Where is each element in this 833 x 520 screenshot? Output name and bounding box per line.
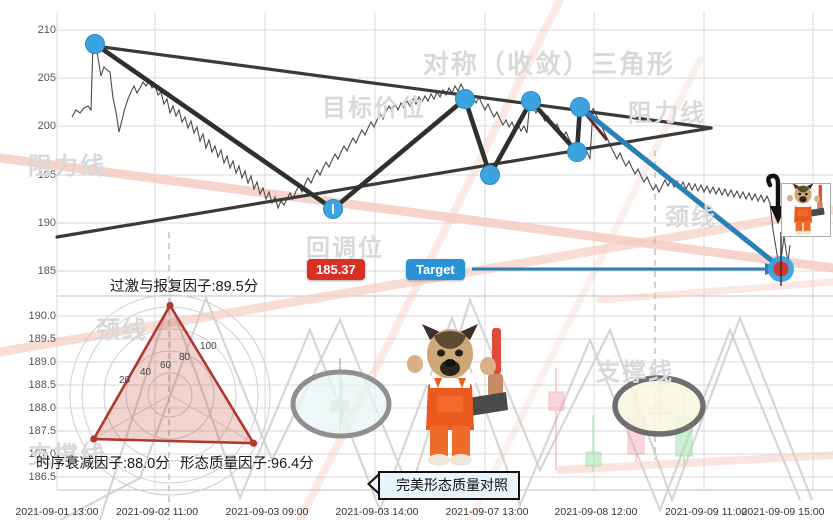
y-tick: 189.5 [28,333,56,345]
y-tick: 188.5 [28,379,56,391]
x-tick: 2021-09-07 13:00 [445,506,529,518]
y-tick: 190.0 [28,310,56,322]
watermark-resistance-2: 阻力线 [28,153,106,180]
y-tick: 210 [37,24,56,36]
y-tick: 200 [37,120,56,132]
radar-tick-20: 20 [119,375,131,386]
y-tick: 195 [37,169,56,181]
x-tick: 2021-09-09 15:00 [741,506,825,518]
pivot-markers [85,34,590,219]
radar-vertices [90,301,258,447]
factor-label-overreaction: 过激与报复因子:89.5分 [110,279,259,295]
watermark-retracement: 回调位 [306,235,384,262]
watermark-neckline-1: 颈线 [665,204,717,231]
candle-down [548,368,565,470]
watermark-target-price: 目标价位 [322,95,426,122]
y-tick: 186.5 [28,471,56,483]
watermark-support-2: 支撑线 [28,442,106,469]
y-axis-bottom: 190.0 189.5 189.0 188.5 188.0 187.5 187.… [0,0,56,520]
dog-mascot-hammer-icon [407,324,508,466]
radar-tick-100: 100 [200,341,217,352]
radar-tick-60: 60 [160,360,172,371]
triangle-trendlines [55,44,713,239]
x-tick: 2021-09-02 11:00 [115,506,199,518]
highlight-ellipse-left [290,369,392,439]
y-tick: 205 [37,72,56,84]
callout-text: 完美形态质量对照 [378,471,520,500]
highlight-ellipse-right [612,375,706,437]
target-price-badge[interactable]: 185.37 [307,259,365,280]
factor-label-timedecay: 时序衰减因子:88.0分 [36,456,170,472]
radar-chart [69,294,271,496]
watermark-resistance-1: 阻力线 [628,100,706,127]
y-tick: 187.0 [28,448,56,460]
y-axis-top: 210 205 200 195 190 185 [0,0,56,520]
dog-mascot-sticker-icon [781,183,831,237]
x-tick: 2021-09-09 11:00 [664,506,748,518]
target-label-badge[interactable]: Target [406,259,465,280]
y-tick: 187.5 [28,425,56,437]
watermark-support-1: 支撑线 [596,359,674,386]
watermark-pattern-name: 对称（收敛）三角形 [423,49,676,79]
candle-up [585,415,602,472]
radar-tick-40: 40 [140,367,152,378]
x-tick: 2021-09-03 09:00 [225,506,309,518]
factor-label-quality: 形态质量因子:96.4分 [180,456,314,472]
y-tick: 189.0 [28,356,56,368]
x-tick: 2021-09-03 14:00 [335,506,419,518]
x-tick: 2021-09-01 13:00 [15,506,99,518]
radar-tick-80: 80 [179,352,191,363]
radar-polygon [91,302,256,445]
watermark-neckline-2: 颈线 [96,317,148,344]
target-projection-line [578,105,784,271]
y-tick: 190 [37,217,56,229]
x-tick: 2021-09-08 12:00 [554,506,638,518]
y-tick: 185 [37,265,56,277]
y-tick: 188.0 [28,402,56,414]
